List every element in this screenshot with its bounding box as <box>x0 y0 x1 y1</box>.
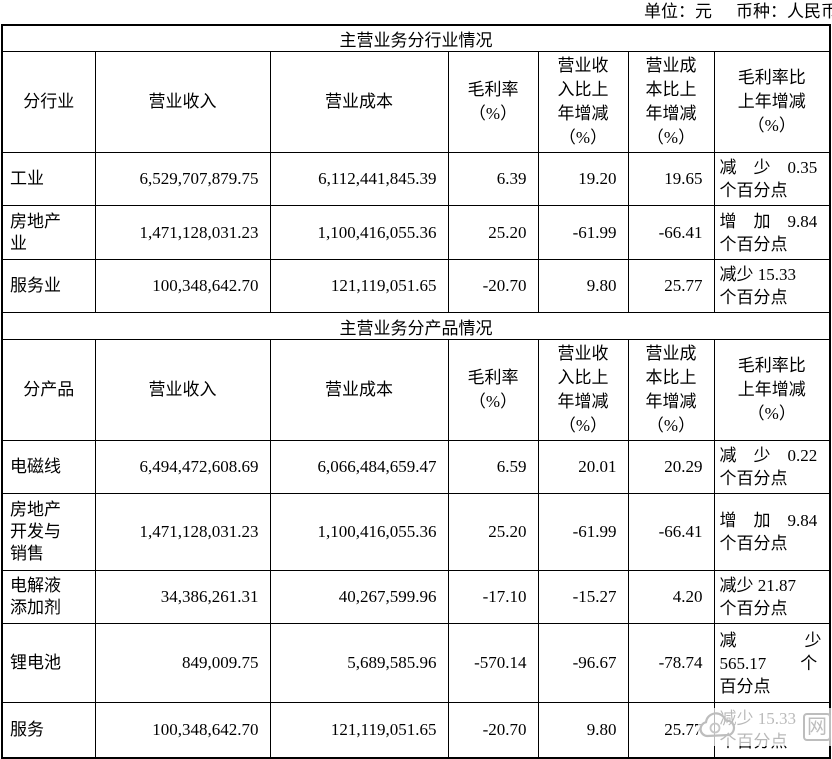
revenue-cell: 6,494,472,608.69 <box>94 440 271 494</box>
revenue-change-cell: -96.67 <box>537 623 629 703</box>
column-header-revenue: 营业收入 <box>94 51 271 153</box>
column-header-cost-change: 营业成 本比上 年增减 （%） <box>627 51 715 153</box>
cost-cell: 5,689,585.96 <box>269 623 449 703</box>
table-row: 锂电池 849,009.75 5,689,585.96 -570.14 -96.… <box>1 623 831 703</box>
cost-change-cell: 20.29 <box>627 440 715 494</box>
margin-change-cell: 增 加 9.84 个百分点 <box>713 493 831 571</box>
margin-cell: -20.70 <box>447 702 539 759</box>
column-header-margin-change: 毛利率比 上年增减 （%） <box>713 51 831 153</box>
margin-change-cell: 减少 21.87 个百分点 <box>713 570 831 624</box>
row-label-cell: 电磁线 <box>1 440 96 494</box>
row-label-cell: 房地产 业 <box>1 205 96 260</box>
table-row: 电磁线 6,494,472,608.69 6,066,484,659.47 6.… <box>1 440 831 494</box>
table-row: 分行业 营业收入 营业成本 毛利率 （%） 营业收 入比上 年增减 （%） 营业… <box>1 51 831 153</box>
column-header-cost-change: 营业成 本比上 年增减 （%） <box>627 339 715 441</box>
cost-cell: 121,119,051.65 <box>269 259 449 313</box>
column-header-cost: 营业成本 <box>269 51 449 153</box>
cost-change-cell: 19.65 <box>627 152 715 206</box>
revenue-cell: 34,386,261.31 <box>94 570 271 624</box>
cost-cell: 1,100,416,055.36 <box>269 205 449 260</box>
margin-cell: -17.10 <box>447 570 539 624</box>
margin-cell: 25.20 <box>447 205 539 260</box>
revenue-cell: 100,348,642.70 <box>94 259 271 313</box>
row-label-cell: 服务 <box>1 702 96 759</box>
margin-change-cell: 减 少 0.35 个百分点 <box>713 152 831 206</box>
unit-currency-line: 单位：元 币种：人民币 <box>0 0 832 24</box>
margin-cell: -570.14 <box>447 623 539 703</box>
table-row: 工业 6,529,707,879.75 6,112,441,845.39 6.3… <box>1 152 831 206</box>
revenue-cell: 6,529,707,879.75 <box>94 152 271 206</box>
revenue-cell: 1,471,128,031.23 <box>94 493 271 571</box>
row-label-cell: 电解液 添加剂 <box>1 570 96 624</box>
cost-cell: 121,119,051.65 <box>269 702 449 759</box>
margin-cell: 25.20 <box>447 493 539 571</box>
revenue-cell: 100,348,642.70 <box>94 702 271 759</box>
revenue-change-cell: -15.27 <box>537 570 629 624</box>
column-header-margin-change: 毛利率比 上年增减 （%） <box>713 339 831 441</box>
column-header-revenue-change: 营业收 入比上 年增减 （%） <box>537 339 629 441</box>
table-row: 分产品 营业收入 营业成本 毛利率 （%） 营业收 入比上 年增减 （%） 营业… <box>1 339 831 441</box>
row-label-cell: 房地产 开发与 销售 <box>1 493 96 571</box>
margin-change-cell: 减少 15.33 个百分点 <box>713 259 831 313</box>
product-section-title: 主营业务分产品情况 <box>1 312 831 340</box>
row-label-cell: 工业 <box>1 152 96 206</box>
currency-label: 币种：人民币 <box>736 2 832 21</box>
row-label-cell: 服务业 <box>1 259 96 313</box>
revenue-change-cell: -61.99 <box>537 205 629 260</box>
unit-label: 单位：元 <box>644 2 712 21</box>
margin-change-cell: 减 少 565.17 个 百分点 <box>713 623 831 703</box>
table-row: 房地产 开发与 销售 1,471,128,031.23 1,100,416,05… <box>1 493 831 571</box>
table-row: 服务业 100,348,642.70 121,119,051.65 -20.70… <box>1 259 831 313</box>
cost-change-cell: 4.20 <box>627 570 715 624</box>
revenue-change-cell: -61.99 <box>537 493 629 571</box>
table-row: 主营业务分产品情况 <box>1 312 831 340</box>
cost-cell: 1,100,416,055.36 <box>269 493 449 571</box>
column-header-margin: 毛利率 （%） <box>447 339 539 441</box>
cost-change-cell: -66.41 <box>627 205 715 260</box>
cost-change-cell: -66.41 <box>627 493 715 571</box>
column-header-cost: 营业成本 <box>269 339 449 441</box>
cost-cell: 6,112,441,845.39 <box>269 152 449 206</box>
column-header-margin: 毛利率 （%） <box>447 51 539 153</box>
column-header-product: 分产品 <box>1 339 96 441</box>
margin-cell: 6.39 <box>447 152 539 206</box>
column-header-revenue: 营业收入 <box>94 339 271 441</box>
cost-cell: 6,066,484,659.47 <box>269 440 449 494</box>
revenue-change-cell: 19.20 <box>537 152 629 206</box>
revenue-cell: 1,471,128,031.23 <box>94 205 271 260</box>
column-header-revenue-change: 营业收 入比上 年增减 （%） <box>537 51 629 153</box>
revenue-change-cell: 9.80 <box>537 702 629 759</box>
industry-section-title: 主营业务分行业情况 <box>1 24 831 52</box>
margin-cell: -20.70 <box>447 259 539 313</box>
margin-change-cell: 增 加 9.84 个百分点 <box>713 205 831 260</box>
main-business-table: 主营业务分行业情况 分行业 营业收入 营业成本 毛利率 （%） 营业收 入比上 … <box>1 24 832 759</box>
revenue-cell: 849,009.75 <box>94 623 271 703</box>
column-header-industry: 分行业 <box>1 51 96 153</box>
revenue-change-cell: 9.80 <box>537 259 629 313</box>
revenue-change-cell: 20.01 <box>537 440 629 494</box>
margin-change-cell: 减 少 0.22 个百分点 <box>713 440 831 494</box>
cost-change-cell: 25.77 <box>627 259 715 313</box>
margin-change-cell: 减少 15.33 个百分点 <box>713 702 831 759</box>
table-row: 房地产 业 1,471,128,031.23 1,100,416,055.36 … <box>1 205 831 260</box>
cost-change-cell: 25.77 <box>627 702 715 759</box>
cost-change-cell: -78.74 <box>627 623 715 703</box>
table-row: 电解液 添加剂 34,386,261.31 40,267,599.96 -17.… <box>1 570 831 624</box>
row-label-cell: 锂电池 <box>1 623 96 703</box>
table-row: 服务 100,348,642.70 121,119,051.65 -20.70 … <box>1 702 831 759</box>
table-row: 主营业务分行业情况 <box>1 24 831 52</box>
margin-cell: 6.59 <box>447 440 539 494</box>
cost-cell: 40,267,599.96 <box>269 570 449 624</box>
